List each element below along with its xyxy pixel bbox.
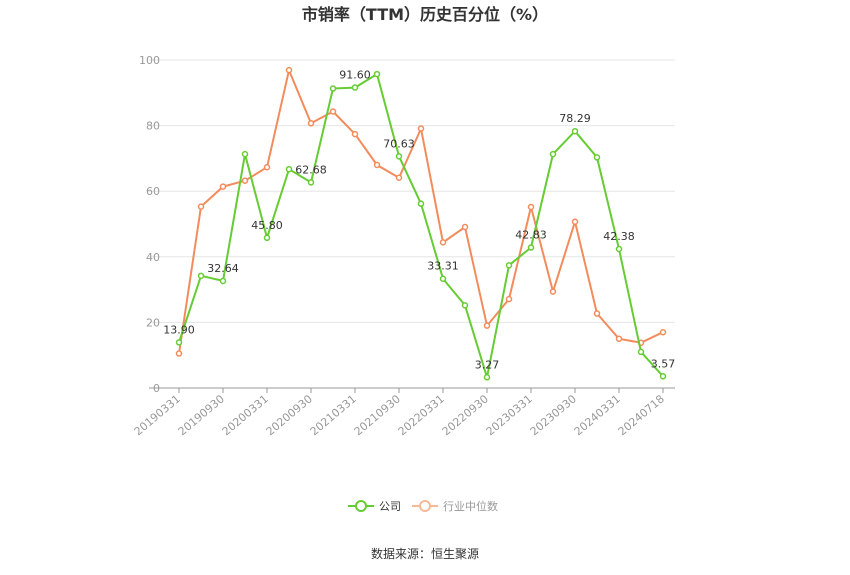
data-labels: 13.90 32.64 45.80 62.68 91.60 70.63 33.31 3.27 4… [163, 69, 675, 372]
data-point-industry-median[interactable] [241, 177, 249, 184]
x-tick-label: 20240718 [616, 392, 667, 438]
data-label-company: 70.63 [383, 137, 415, 150]
x-tick-label: 20190331 [132, 392, 183, 438]
data-point-company[interactable] [615, 245, 623, 253]
data-point-industry-median[interactable] [307, 120, 315, 127]
data-point-company[interactable] [571, 127, 579, 135]
legend-item-industry-median[interactable]: 行业中位数 [412, 499, 498, 513]
y-tick-label: 20 [146, 316, 160, 329]
x-tick-label: 20230930 [528, 392, 579, 438]
x-tick-label: 20190930 [176, 392, 227, 438]
data-point-company[interactable] [351, 84, 359, 91]
legend-label-industry-median: 行业中位数 [443, 499, 498, 513]
data-point-company[interactable] [417, 200, 425, 207]
data-point-industry-median[interactable] [439, 239, 447, 246]
series-layer [175, 66, 667, 381]
data-point-company[interactable] [461, 302, 469, 309]
data-point-industry-median[interactable] [351, 130, 359, 138]
data-point-industry-median[interactable] [219, 183, 227, 190]
data-point-industry-median[interactable] [197, 203, 205, 210]
data-point-company[interactable] [263, 234, 271, 242]
x-tick-label: 20200331 [220, 392, 271, 438]
data-label-company: 13.90 [163, 323, 195, 336]
x-tick-label: 20240331 [572, 392, 623, 438]
data-point-company[interactable] [593, 154, 601, 161]
data-point-industry-median[interactable] [549, 288, 557, 295]
legend[interactable]: 公司 行业中位数 [348, 499, 498, 513]
data-point-company[interactable] [549, 150, 557, 158]
data-point-company[interactable] [483, 374, 491, 381]
data-point-industry-median[interactable] [175, 350, 183, 357]
legend-swatch-company-marker [355, 500, 367, 512]
data-label-company: 45.80 [251, 219, 283, 232]
data-point-industry-median[interactable] [329, 108, 337, 115]
x-tick-label: 20210930 [352, 392, 403, 438]
legend-swatch-industry-marker [419, 500, 431, 512]
data-label-company: 62.68 [295, 163, 327, 176]
data-label-company: 33.31 [427, 260, 459, 273]
data-point-company[interactable] [395, 153, 403, 160]
data-point-industry-median[interactable] [527, 203, 535, 211]
data-point-industry-median[interactable] [263, 164, 271, 171]
data-point-company[interactable] [329, 85, 337, 92]
data-label-company: 3.27 [475, 358, 500, 371]
data-point-company[interactable] [373, 70, 381, 78]
data-point-company[interactable] [285, 165, 293, 173]
data-point-company[interactable] [659, 373, 667, 380]
data-label-company: 32.64 [207, 262, 239, 275]
x-tick-label: 20200930 [264, 392, 315, 438]
y-tick-label: 60 [146, 185, 160, 198]
data-label-company: 42.38 [603, 230, 635, 243]
data-point-industry-median[interactable] [483, 322, 491, 329]
axes: 0204060801002019033120190930202003312020… [132, 54, 675, 438]
y-tick-label: 100 [139, 54, 160, 67]
data-label-company: 78.29 [559, 112, 591, 125]
data-point-industry-median[interactable] [373, 161, 381, 169]
data-point-industry-median[interactable] [571, 218, 579, 225]
data-point-company[interactable] [637, 348, 645, 356]
legend-label-company: 公司 [379, 500, 401, 513]
data-point-company[interactable] [439, 275, 447, 282]
data-point-company[interactable] [527, 244, 535, 251]
source-note: 数据来源：恒生聚源 [371, 546, 479, 561]
x-tick-label: 20220331 [396, 392, 447, 438]
data-point-company[interactable] [175, 339, 183, 346]
grid [149, 59, 675, 323]
legend-item-company[interactable]: 公司 [348, 500, 401, 513]
data-point-company[interactable] [307, 179, 315, 186]
x-tick-label: 20220930 [440, 392, 491, 438]
data-point-industry-median[interactable] [505, 295, 513, 303]
data-point-industry-median[interactable] [593, 310, 601, 317]
data-label-company: 42.83 [515, 229, 547, 242]
data-point-company[interactable] [197, 272, 205, 280]
data-label-company: 91.60 [339, 69, 371, 82]
data-point-industry-median[interactable] [461, 223, 469, 231]
data-point-industry-median[interactable] [615, 335, 623, 343]
data-point-industry-median[interactable] [285, 66, 293, 74]
chart-title: 市销率（TTM）历史百分位（%） [302, 5, 548, 24]
data-point-company[interactable] [241, 150, 249, 158]
data-point-company[interactable] [219, 277, 227, 285]
x-tick-label: 20210331 [308, 392, 359, 438]
y-tick-label: 40 [146, 251, 160, 264]
data-point-company[interactable] [505, 262, 513, 269]
x-tick-label: 20230331 [484, 392, 535, 438]
data-point-industry-median[interactable] [659, 328, 667, 336]
y-tick-label: 80 [146, 120, 160, 133]
data-point-industry-median[interactable] [417, 125, 425, 132]
data-point-industry-median[interactable] [395, 174, 403, 182]
data-label-company: 3.57 [651, 357, 676, 370]
